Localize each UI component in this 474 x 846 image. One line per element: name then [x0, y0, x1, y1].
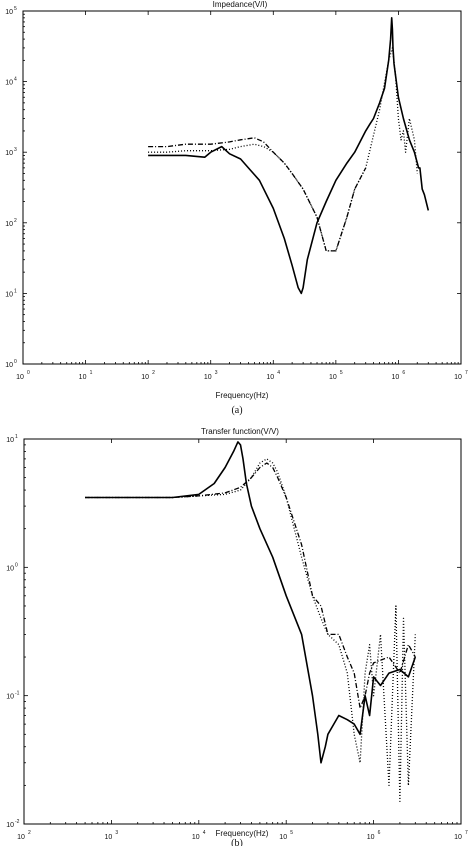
x-tick-label-exponent: 1	[90, 370, 93, 376]
y-tick-label-exponent: -1	[15, 691, 20, 697]
x-tick-label-exponent: 6	[378, 830, 381, 836]
x-tick-label: 10	[392, 374, 400, 381]
x-tick-label: 10	[16, 374, 24, 381]
y-tick-label: 10	[5, 291, 13, 298]
x-tick-label: 10	[105, 834, 113, 841]
impedance-chart: Impedance(V/I) 1001011021031041051061071…	[5, 0, 468, 416]
x-tick-label-exponent: 4	[203, 830, 206, 836]
series-line-dashdot	[85, 462, 416, 709]
y-tick-label-exponent: 2	[14, 218, 17, 224]
x-tick-label-exponent: 3	[215, 370, 218, 376]
y-tick-label-exponent: 4	[14, 77, 17, 83]
x-tick-label: 10	[17, 834, 25, 841]
figure-caption: (b)	[231, 838, 243, 846]
x-tick-label: 10	[79, 374, 87, 381]
series-lines	[148, 16, 430, 295]
x-tick-label: 10	[204, 374, 212, 381]
figure-caption: (a)	[231, 405, 242, 416]
y-tick-label-exponent: 5	[14, 6, 17, 12]
x-tick-label-exponent: 3	[115, 830, 118, 836]
x-tick-label: 10	[329, 374, 337, 381]
y-tick-label: 10	[5, 221, 13, 228]
y-tick-label: 10	[6, 437, 14, 444]
x-tick-label-exponent: 2	[152, 370, 155, 376]
x-tick-label: 10	[367, 834, 375, 841]
chart-title: Transfer function(V/V)	[201, 427, 279, 436]
y-tick-label-exponent: 1	[15, 434, 18, 440]
plot-frame	[22, 10, 462, 365]
x-axis-label: Frequency(Hz)	[216, 829, 269, 838]
series-line-solid	[85, 441, 417, 764]
x-tick-label-exponent: 6	[402, 370, 405, 376]
y-tick-label-exponent: 0	[14, 359, 17, 365]
transfer-function-chart: Transfer function(V/V) 10210310410510610…	[6, 427, 468, 846]
y-tick-label-exponent: 0	[15, 562, 18, 568]
x-tick-label: 10	[141, 374, 149, 381]
y-tick-label: 10	[5, 362, 13, 369]
x-tick-label-exponent: 7	[465, 830, 468, 836]
series-lines	[85, 441, 417, 803]
series-line-dashdot	[148, 137, 367, 252]
y-tick-label: 10	[6, 565, 14, 572]
x-tick-label: 10	[279, 834, 287, 841]
x-tick-label-exponent: 7	[465, 370, 468, 376]
series-line-dotted	[85, 458, 416, 803]
x-tick-label-exponent: 0	[27, 370, 30, 376]
x-tick-label-exponent: 4	[277, 370, 280, 376]
x-tick-label: 10	[266, 374, 274, 381]
y-tick-label-exponent: 1	[14, 288, 17, 294]
x-tick-label-exponent: 5	[290, 830, 293, 836]
y-tick-label: 10	[6, 694, 14, 701]
y-tick-label-exponent: 3	[14, 147, 17, 153]
y-tick-label-exponent: -2	[15, 819, 20, 825]
x-tick-label: 10	[454, 374, 462, 381]
series-line-dotted	[148, 47, 418, 252]
y-tick-label: 10	[6, 822, 14, 829]
chart-title: Impedance(V/I)	[213, 0, 268, 9]
x-tick-label-exponent: 2	[28, 830, 31, 836]
x-axis-label: Frequency(Hz)	[216, 391, 269, 400]
series-line-solid	[148, 16, 430, 295]
plot-frame	[23, 438, 462, 825]
y-tick-label: 10	[5, 150, 13, 157]
y-tick-label: 10	[5, 80, 13, 87]
x-tick-label: 10	[454, 834, 462, 841]
y-tick-label: 10	[5, 9, 13, 16]
x-tick-label: 10	[192, 834, 200, 841]
x-tick-label-exponent: 5	[340, 370, 343, 376]
